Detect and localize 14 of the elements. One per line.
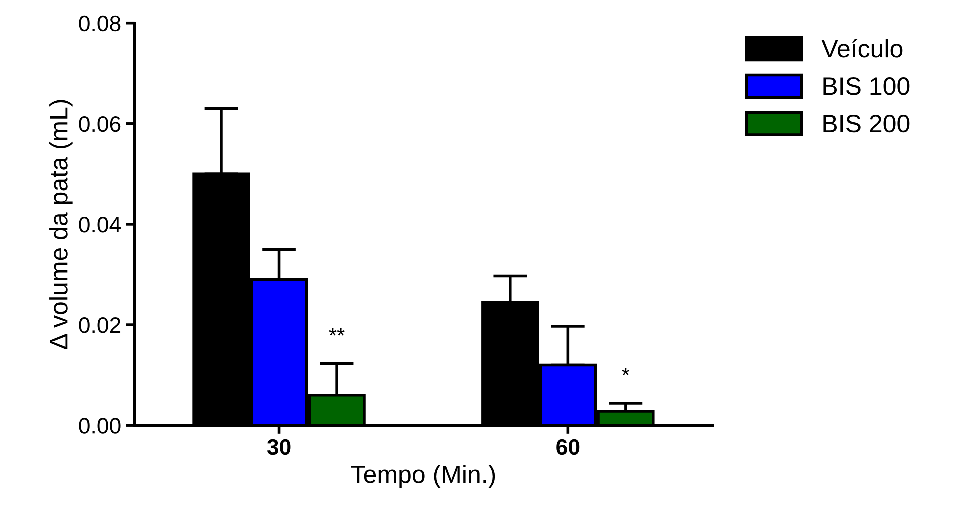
legend-label: BIS 200 bbox=[824, 114, 910, 133]
y-axis-title: Δ volume da pata (mL) bbox=[50, 100, 73, 350]
y-tick-label: 0.04 bbox=[79, 217, 121, 233]
annotation: * bbox=[622, 368, 630, 376]
y-tick-label: 0.02 bbox=[79, 318, 121, 334]
annotation: ** bbox=[329, 328, 345, 336]
y-tick-label: 0.06 bbox=[79, 116, 121, 132]
y-tick-label: 0.00 bbox=[79, 418, 121, 434]
x-tick-label: 60 bbox=[556, 439, 580, 456]
y-tick-label: 0.08 bbox=[79, 16, 121, 32]
legend-label: BIS 100 bbox=[824, 78, 910, 96]
x-axis-title: Tempo (Min.) bbox=[351, 465, 496, 488]
x-tick-label: 30 bbox=[267, 439, 291, 456]
legend-label: Veículo bbox=[822, 39, 903, 58]
